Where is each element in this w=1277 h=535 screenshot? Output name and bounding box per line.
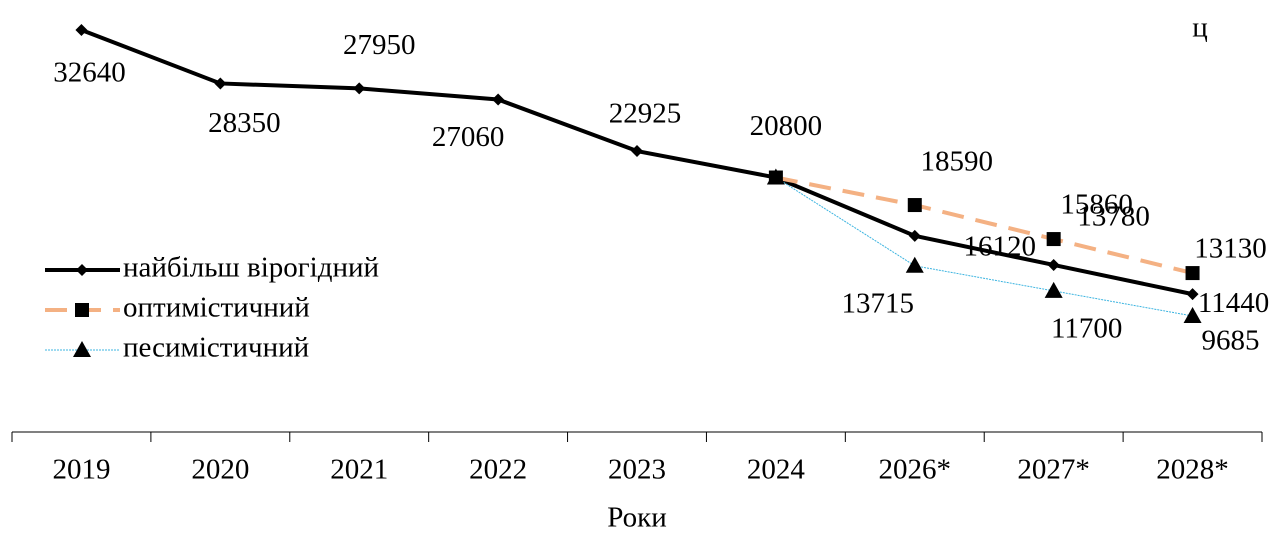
legend-marker	[73, 341, 91, 357]
x-tick-label: 2021	[330, 454, 388, 486]
data-label: 27950	[343, 29, 416, 61]
legend-label: найбільш вірогідний	[123, 252, 379, 284]
marker	[1046, 232, 1061, 247]
marker	[631, 145, 643, 158]
marker	[908, 229, 921, 242]
marker	[1044, 281, 1063, 298]
marker	[353, 82, 366, 95]
data-label: 32640	[53, 57, 126, 89]
legend-label: песимістичний	[123, 332, 309, 364]
data-label: 11440	[1198, 287, 1269, 319]
legend-label: оптимістичний	[123, 292, 310, 324]
marker	[492, 93, 505, 106]
data-label: 13780	[1077, 201, 1150, 233]
marker	[1047, 258, 1060, 271]
data-label: 9685	[1202, 325, 1260, 357]
marker	[1185, 266, 1200, 281]
marker	[905, 256, 924, 273]
data-label: 18590	[921, 146, 994, 178]
x-tick-label: 2022	[469, 454, 527, 486]
marker	[769, 171, 782, 184]
data-label: 22925	[609, 98, 682, 130]
series-line	[775, 177, 1193, 317]
data-label: 13130	[1194, 233, 1267, 265]
x-tick-label: 2026*	[879, 454, 952, 486]
data-label: 15860	[1060, 189, 1133, 221]
x-tick-label: 2020	[191, 454, 249, 486]
x-axis-label: Роки	[607, 502, 667, 534]
data-label: 20800	[750, 110, 823, 142]
data-label: 28350	[208, 107, 281, 139]
legend-marker	[76, 264, 88, 276]
x-tick-label: 2028*	[1156, 454, 1229, 486]
marker	[75, 24, 88, 36]
x-tick-label: 2019	[52, 454, 110, 486]
legend-marker	[75, 303, 89, 317]
x-tick-label: 2027*	[1017, 454, 1090, 486]
marker	[214, 77, 227, 90]
marker	[1186, 288, 1199, 301]
series-line	[775, 175, 1194, 276]
marker	[907, 198, 922, 213]
unit-label: ц	[1192, 12, 1208, 44]
x-tick-label: 2023	[608, 454, 666, 486]
data-label: 13715	[842, 287, 915, 319]
data-label: 16120	[964, 230, 1037, 262]
x-tick-label: 2024	[747, 454, 806, 486]
marker	[1183, 307, 1202, 323]
data-label: 11700	[1051, 313, 1122, 345]
data-label: 27060	[432, 121, 505, 153]
